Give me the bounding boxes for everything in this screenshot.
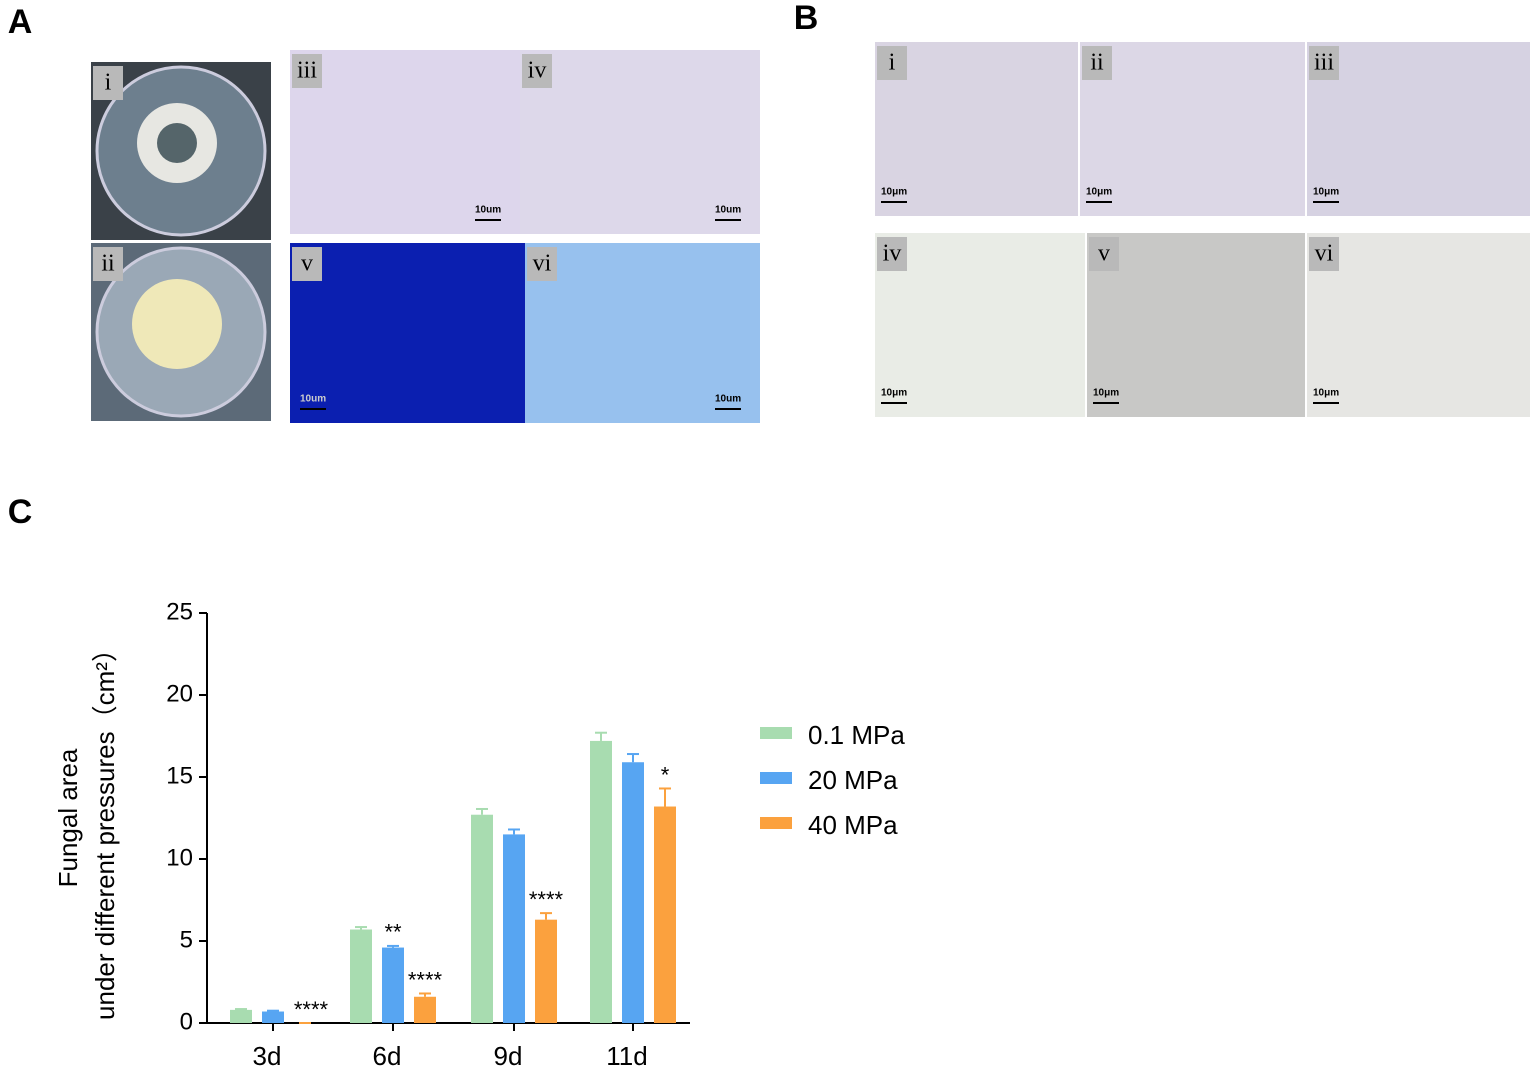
label-box	[93, 66, 123, 100]
micrograph	[520, 50, 760, 234]
x-tick-label: 11d	[606, 1041, 647, 1071]
x-tick-label: 6d	[373, 1041, 402, 1071]
micrograph	[290, 50, 520, 234]
bar	[471, 814, 493, 1023]
bar	[262, 1011, 284, 1023]
legend-swatch	[760, 727, 792, 739]
label-box	[1082, 46, 1112, 80]
legend-label: 40 MPa	[808, 810, 898, 840]
x-tick-label: 3d	[253, 1041, 282, 1071]
micrograph	[290, 243, 525, 423]
image-label: iv	[528, 58, 547, 84]
micrograph	[1307, 233, 1530, 417]
scale-label: 10um	[715, 394, 741, 405]
label-box	[1089, 237, 1119, 271]
bar	[414, 996, 436, 1023]
bar	[535, 919, 557, 1023]
image-label: vi	[533, 251, 552, 277]
label-box	[292, 247, 322, 281]
scale-label: 10μm	[1086, 187, 1112, 198]
y-tick-label: 25	[166, 598, 193, 625]
legend-label: 20 MPa	[808, 765, 898, 795]
legend-label: 0.1 MPa	[808, 720, 905, 750]
y-tick-label: 20	[166, 680, 193, 707]
bar	[654, 806, 676, 1023]
bar	[503, 834, 525, 1023]
micrograph	[525, 243, 760, 423]
y-tick-label: 15	[166, 762, 193, 789]
y-tick-label: 5	[180, 926, 193, 953]
scale-label: 10um	[715, 205, 741, 216]
scale-label: 10μm	[881, 187, 907, 198]
micrograph	[875, 233, 1085, 417]
panel-letter: C	[8, 493, 33, 531]
image-label: iii	[297, 58, 317, 84]
micrograph	[1087, 233, 1305, 417]
image-label: i	[889, 50, 896, 76]
y-tick-label: 10	[166, 844, 193, 871]
colony-center	[157, 123, 197, 163]
y-axis-label: under different pressures（cm²）	[90, 636, 120, 1020]
image-label: ii	[1090, 50, 1104, 76]
bar	[382, 947, 404, 1023]
y-tick-label: 0	[180, 1008, 193, 1035]
image-label: v	[1098, 241, 1110, 267]
image-label: v	[301, 251, 313, 277]
image-label: ii	[101, 251, 115, 277]
label-box	[93, 247, 123, 281]
significance: *	[661, 762, 670, 787]
micrograph	[1307, 42, 1530, 216]
micrograph	[1080, 42, 1305, 216]
bar	[350, 929, 372, 1023]
image-label: vi	[1315, 241, 1334, 267]
label-box	[527, 247, 557, 281]
label-box	[1309, 237, 1339, 271]
scale-label: 10μm	[1313, 187, 1339, 198]
x-tick-label: 9d	[494, 1041, 523, 1071]
legend-swatch	[760, 772, 792, 784]
significance: ****	[529, 887, 564, 912]
label-box	[1309, 46, 1339, 80]
scale-label: 10μm	[1313, 388, 1339, 399]
bar	[590, 740, 612, 1023]
image-label: i	[105, 70, 112, 96]
label-box	[877, 46, 907, 80]
bar	[622, 762, 644, 1023]
legend-swatch	[760, 817, 792, 829]
label-box	[522, 54, 552, 88]
significance: **	[384, 920, 402, 945]
panel-letter: B	[794, 0, 819, 37]
bar	[230, 1009, 252, 1023]
scale-label: 10μm	[1093, 388, 1119, 399]
y-axis-label: Fungal area	[53, 748, 83, 887]
micrograph	[875, 42, 1078, 216]
significance: ****	[408, 967, 443, 992]
image-label: iii	[1314, 50, 1334, 76]
label-box	[292, 54, 322, 88]
panel-letter: A	[8, 3, 33, 41]
colony	[132, 279, 222, 369]
scale-label: 10μm	[881, 388, 907, 399]
label-box	[877, 237, 907, 271]
significance: ****	[294, 997, 329, 1022]
scale-label: 10um	[300, 394, 326, 405]
scale-label: 10um	[475, 205, 501, 216]
image-label: iv	[883, 241, 902, 267]
